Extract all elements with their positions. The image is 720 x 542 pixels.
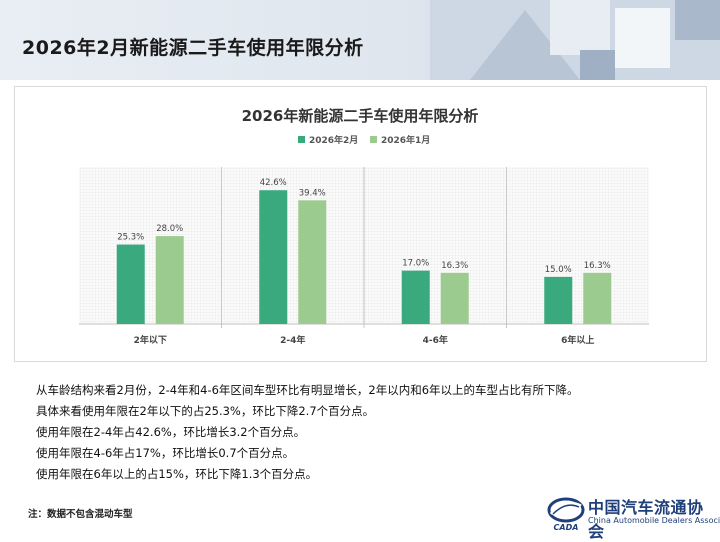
data-label: 16.3% xyxy=(441,261,468,271)
legend-label: 2026年2月 xyxy=(309,134,358,146)
summary-line: 使用年限在6年以上的占15%，环比下降1.3个百分点。 xyxy=(36,467,318,481)
data-label: 15.0% xyxy=(545,265,572,275)
bar-chart: 2026年新能源二手车使用年限分析 2026年2月 2026年1月 25.3% 28.0… xyxy=(78,107,650,346)
bar xyxy=(583,272,612,324)
summary-line: 具体来看使用年限在2年以下的占25.3%，环比下降2.7个百分点。 xyxy=(36,404,375,418)
x-tick-label: 4-6年 xyxy=(423,334,448,346)
data-label: 16.3% xyxy=(584,261,611,271)
bar xyxy=(155,236,184,324)
legend-label: 2026年1月 xyxy=(381,134,430,146)
data-label: 28.0% xyxy=(156,224,183,234)
summary-line: 使用年限在4-6年占17%，环比增长0.7个百分点。 xyxy=(36,446,295,460)
page-header: 2026年2月新能源二手车使用年限分析 xyxy=(0,0,720,80)
summary-line: 使用年限在2-4年占42.6%，环比增长3.2个百分点。 xyxy=(36,425,306,439)
x-tick-label: 2-4年 xyxy=(280,334,305,346)
chart-title: 2026年新能源二手车使用年限分析 xyxy=(242,107,479,125)
data-label: 25.3% xyxy=(117,233,144,243)
footnote: 注：数据不包含混动车型 xyxy=(28,509,133,520)
bar xyxy=(116,244,145,324)
bar xyxy=(259,190,288,324)
data-label: 39.4% xyxy=(299,188,326,198)
data-label: 17.0% xyxy=(402,259,429,269)
summary-line: 从车龄结构来看2月份，2-4年和4-6年区间车型环比有明显增长，2年以内和6年以… xyxy=(36,383,579,397)
page-title: 2026年2月新能源二手车使用年限分析 xyxy=(22,37,364,59)
bar xyxy=(298,200,327,324)
chart-panel: 2026年新能源二手车使用年限分析 2026年2月 2026年1月 25.3% 28.0… xyxy=(14,86,707,362)
logo-mark-text: CADA xyxy=(554,523,579,532)
summary-text: 从车龄结构来看2月份，2-4年和4-6年区间车型环比有明显增长，2年以内和6年以… xyxy=(36,380,706,485)
legend-swatch xyxy=(298,136,305,143)
logo-name-cn: 中国汽车流通协会 xyxy=(588,498,704,541)
x-tick-label: 2年以下 xyxy=(134,334,167,346)
bar xyxy=(401,270,430,324)
x-tick-label: 6年以上 xyxy=(561,334,594,346)
association-logo: CADA 中国汽车流通协会 China Automobile Dealers A… xyxy=(545,492,720,541)
data-label: 42.6% xyxy=(260,178,287,188)
bar xyxy=(440,272,469,324)
cada-emblem-icon: CADA xyxy=(547,497,585,532)
logo-name-en: China Automobile Dealers Association xyxy=(588,516,720,525)
bar xyxy=(544,276,573,324)
header-decoration xyxy=(430,0,720,80)
legend-swatch xyxy=(370,136,377,143)
